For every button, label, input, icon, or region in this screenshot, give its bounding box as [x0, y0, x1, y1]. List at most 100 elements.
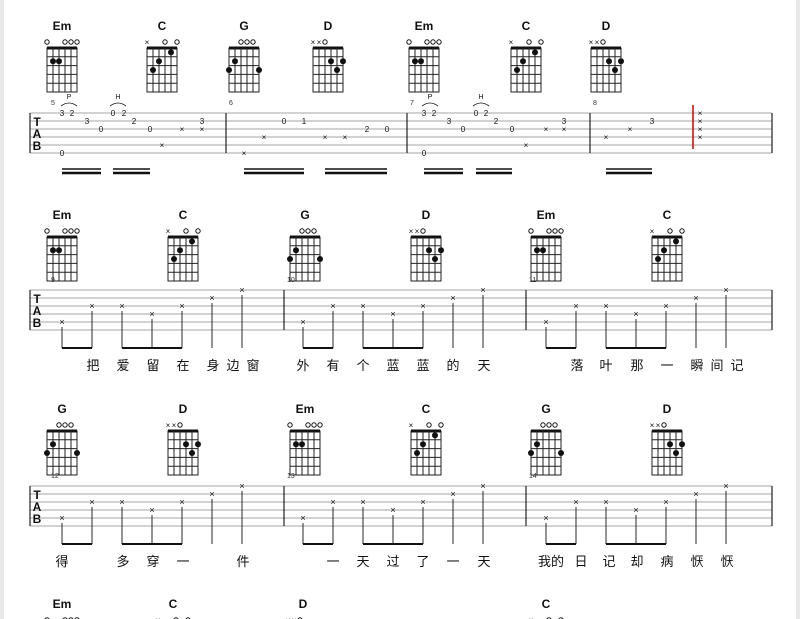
tab-note: × [180, 125, 185, 134]
finger-dot [74, 450, 80, 456]
open-string-marker [297, 617, 303, 619]
lyric-char: 身 [206, 358, 219, 373]
chord-name: C [169, 597, 178, 611]
chord-name: G [57, 402, 66, 416]
tab-note: × [480, 285, 485, 295]
tab-note: 2 [122, 109, 127, 118]
lyric-char: 留 [146, 358, 159, 373]
finger-dot [661, 247, 667, 254]
tab-clef-letter: B [33, 139, 42, 153]
finger-dot [432, 256, 438, 262]
open-string-marker [62, 617, 68, 619]
lyric-char: 瞬 [690, 358, 703, 373]
lyric-char: 的 [446, 358, 459, 373]
notes-layer [44, 39, 685, 619]
tab-note: × [603, 301, 608, 311]
chord-name: G [541, 402, 550, 416]
open-string-marker [173, 617, 179, 619]
chord-grid [46, 430, 78, 476]
finger-dot [256, 67, 262, 73]
open-string-marker [185, 617, 191, 619]
open-string-marker [552, 228, 558, 234]
lyric-char: 记 [602, 554, 615, 569]
tab-note: × [544, 125, 549, 134]
tab-note: × [239, 481, 244, 491]
finger-dot [418, 58, 424, 65]
open-string-marker [174, 39, 180, 45]
open-string-marker [546, 617, 552, 619]
lyric-char: 蓝 [416, 358, 429, 373]
lyric-char: 个 [356, 358, 369, 373]
finger-dot [540, 247, 546, 254]
lyric-char: 一 [326, 554, 339, 569]
finger-dot [287, 256, 293, 262]
open-string-marker [68, 617, 74, 619]
muted-string-marker: × [650, 421, 655, 430]
open-string-marker [195, 228, 201, 234]
open-string-marker [250, 39, 256, 45]
muted-string-marker: × [317, 38, 322, 47]
open-string-marker [528, 228, 534, 234]
tab-note: × [59, 513, 64, 523]
tab-clef-letter: T [33, 292, 41, 306]
finger-dot [156, 58, 162, 65]
muted-string-marker: × [292, 616, 297, 619]
tab-note: × [119, 497, 124, 507]
finger-dot [44, 450, 50, 456]
tab-note: 2 [70, 109, 75, 118]
tab-note: 2 [484, 109, 489, 118]
open-string-marker [661, 422, 667, 428]
chord-name: Em [53, 597, 72, 611]
tab-note: × [480, 481, 485, 491]
measure-number: 8 [593, 100, 597, 107]
tab-clef-letter: A [33, 304, 42, 318]
lyric-char: 一 [660, 358, 673, 373]
lyric-char: 在 [176, 358, 189, 373]
tab-note: 0 [148, 125, 153, 134]
tab-note: × [390, 505, 395, 515]
chord-name: D [422, 208, 431, 222]
tab-note: 0 [60, 149, 65, 158]
tab-note: × [179, 301, 184, 311]
tab-note: 3 [60, 109, 65, 118]
open-string-marker [406, 39, 412, 45]
tab-note: × [200, 125, 205, 134]
open-string-marker [600, 39, 606, 45]
technique-label: H [478, 94, 483, 101]
tab-note: 1 [302, 117, 307, 126]
open-string-marker [62, 228, 68, 234]
finger-dot [673, 238, 679, 245]
chord-name: Em [537, 208, 556, 222]
tab-note: × [323, 133, 328, 142]
tab-note: × [209, 293, 214, 303]
finger-dot [50, 441, 56, 448]
tab-note: × [698, 125, 703, 134]
tab-note: × [209, 489, 214, 499]
open-string-marker [558, 617, 564, 619]
finger-dot [183, 441, 189, 448]
tab-note: 0 [422, 149, 427, 158]
chord-name: D [663, 402, 672, 416]
open-string-marker [44, 228, 50, 234]
chord-grid [530, 430, 562, 476]
open-string-marker [538, 39, 544, 45]
chord-name: Em [415, 19, 434, 33]
chord-name: C [179, 208, 188, 222]
muted-string-marker: × [595, 38, 600, 47]
open-string-marker [667, 228, 673, 234]
tab-note: × [633, 505, 638, 515]
open-string-marker [546, 228, 552, 234]
tab-note: 0 [461, 125, 466, 134]
tab-note: × [149, 505, 154, 515]
technique-slur [472, 102, 490, 107]
open-string-marker [311, 422, 317, 428]
lyric-char: 天 [356, 554, 369, 569]
finger-dot [558, 450, 564, 456]
finger-dot [171, 256, 177, 262]
measure-number: 10 [287, 277, 295, 284]
muted-string-marker: × [156, 616, 161, 619]
lyric-char: 叶 [599, 358, 612, 373]
finger-dot [618, 58, 624, 65]
finger-dot [293, 441, 299, 448]
